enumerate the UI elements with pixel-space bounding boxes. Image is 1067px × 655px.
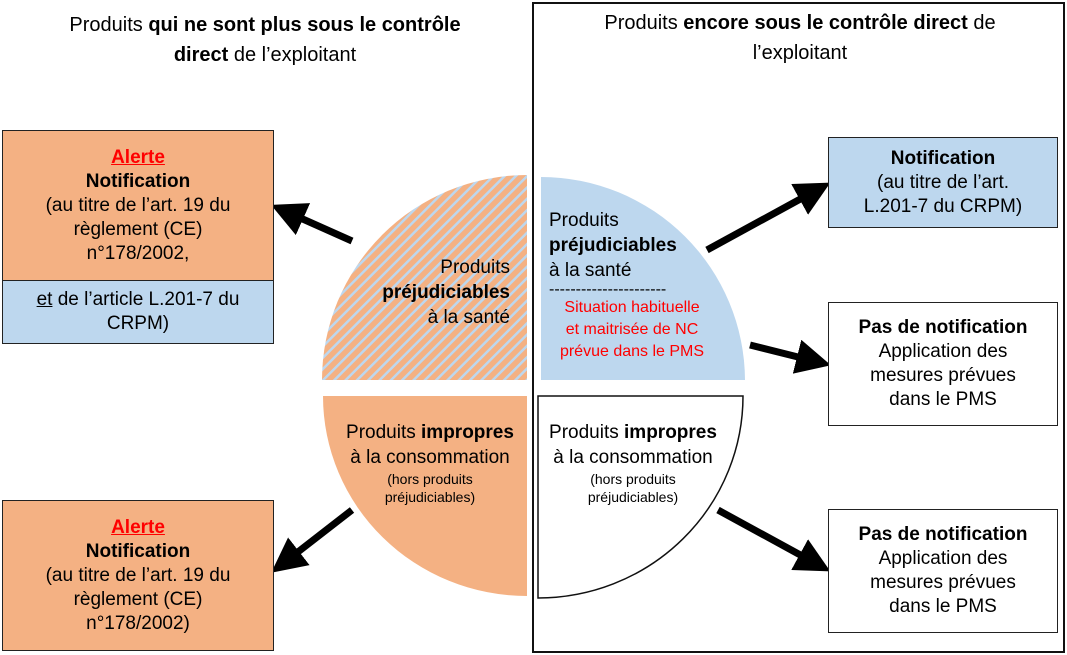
notification-box: Notification (au titre de l’art. L.201-7…: [828, 137, 1058, 228]
crpm-article-box: et de l’article L.201-7 du CRPM): [2, 280, 274, 344]
quadrant-top-left-label: Produits préjudiciables à la santé: [382, 257, 510, 328]
left-title: Produits qui ne sont plus sous le contrô…: [69, 14, 461, 66]
quadrant-top-right: [541, 177, 745, 380]
no-notification-box-2: Pas de notification Application des mesu…: [828, 509, 1058, 633]
quadrant-top-left: [322, 175, 527, 380]
no-notification-box-1: Pas de notification Application des mesu…: [828, 302, 1058, 426]
right-title: Produits encore sous le contrôle direct …: [604, 12, 996, 64]
alert-notification-box-bottom: Alerte Notification (au titre de l’art. …: [2, 500, 274, 651]
quadrant-top-right-label: Produits préjudiciables à la santé -----…: [549, 210, 705, 360]
arrow-bottom-right: [716, 506, 831, 572]
controlled-frame: [532, 2, 1065, 653]
arrow-top-right: [705, 182, 831, 254]
arrow-bottom-left: [271, 507, 355, 573]
alert-notification-box-top: Alerte Notification (au titre de l’art. …: [2, 130, 274, 281]
quadrant-bottom-right: [537, 395, 744, 599]
quadrant-bottom-left-label: Produits impropres à la consommation (ho…: [346, 422, 514, 505]
arrow-middle-right: [749, 339, 831, 374]
quadrant-bottom-right-label: Produits impropres à la consommation (ho…: [549, 422, 717, 505]
quadrant-bottom-left: [323, 396, 527, 596]
arrow-top-left: [271, 203, 354, 245]
